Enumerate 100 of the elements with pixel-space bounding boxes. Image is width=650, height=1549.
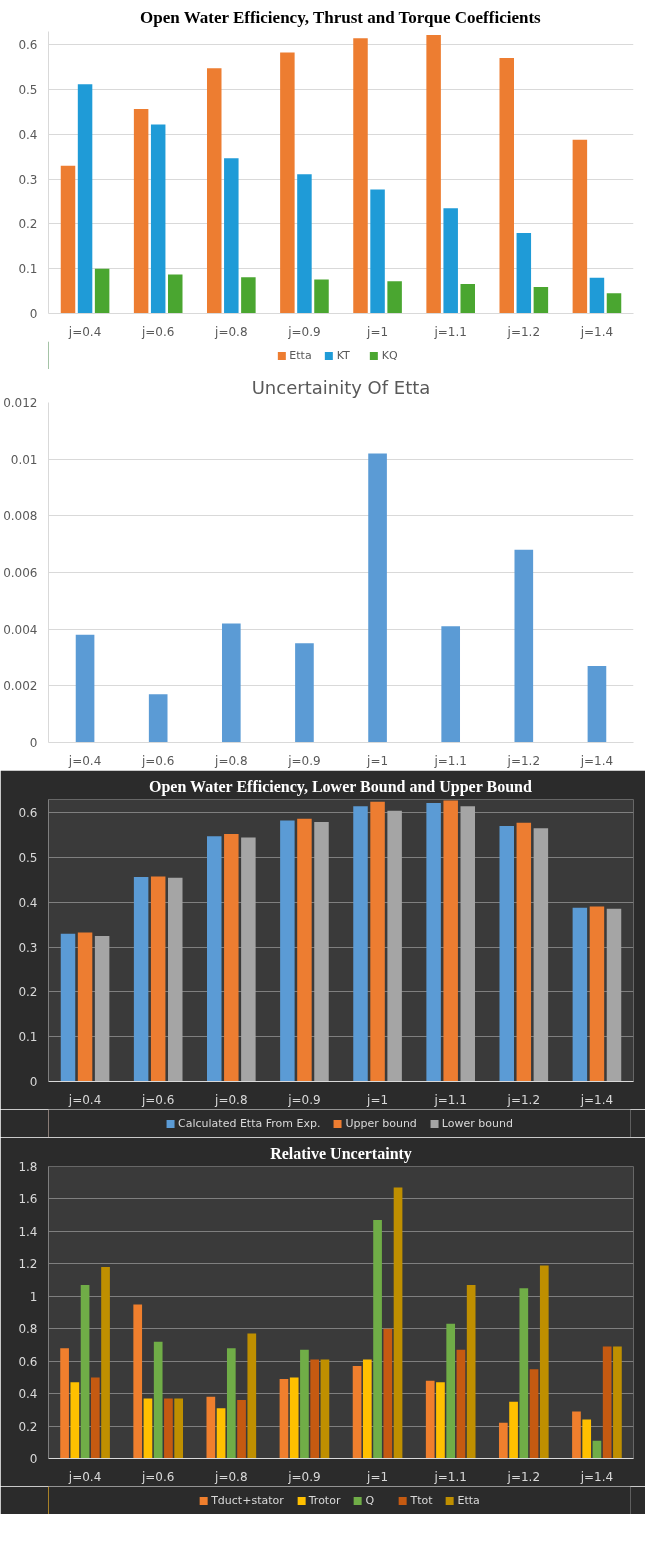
bar xyxy=(368,453,387,743)
bar xyxy=(206,1396,216,1459)
x-tick-label: j=0.6 xyxy=(140,324,175,339)
x-tick-label: j=1.2 xyxy=(506,1092,541,1107)
y-tick-label: 1.6 xyxy=(18,1192,38,1207)
bar xyxy=(516,822,532,1082)
x-tick-label: j=1 xyxy=(366,324,389,339)
x-tick-label: j=1.4 xyxy=(579,1092,614,1107)
bar xyxy=(499,825,514,1082)
x-tick-label: j=1.4 xyxy=(579,324,614,339)
bar xyxy=(133,1304,143,1459)
bar xyxy=(613,1346,622,1459)
bar xyxy=(174,1398,184,1459)
bar xyxy=(370,801,385,1082)
bar xyxy=(247,1333,257,1459)
bar xyxy=(280,820,295,1082)
y-tick-label: 0.6 xyxy=(18,1354,38,1369)
x-tick-label: j=0.9 xyxy=(287,753,321,768)
bar xyxy=(133,876,149,1082)
x-tick-label: j=1.1 xyxy=(433,1469,467,1484)
bar xyxy=(393,1187,403,1459)
y-tick-label: 0.4 xyxy=(18,127,38,142)
bar xyxy=(443,208,458,314)
bar xyxy=(164,1398,173,1459)
chart-title: Open Water Efficiency, Thrust and Torque Coefficients xyxy=(140,7,542,27)
bar xyxy=(539,1265,549,1459)
legend-label: KT xyxy=(336,348,351,362)
bar xyxy=(143,1398,153,1459)
bar xyxy=(133,108,149,314)
bar xyxy=(426,35,441,314)
bar xyxy=(441,626,461,743)
bar xyxy=(314,821,329,1082)
bar xyxy=(60,165,76,314)
bar xyxy=(297,818,312,1082)
bar xyxy=(320,1359,330,1459)
y-tick-label: 0.3 xyxy=(18,172,38,187)
bar xyxy=(425,1380,435,1459)
x-tick-label: j=1.1 xyxy=(433,753,467,768)
bar xyxy=(241,837,256,1082)
bar xyxy=(153,1341,163,1459)
y-tick-label: 0 xyxy=(29,736,38,750)
x-tick-label: j=1.1 xyxy=(433,324,467,339)
bar xyxy=(509,1401,518,1459)
bar xyxy=(514,549,534,743)
chart-title: Relative Uncertainty xyxy=(270,1144,412,1163)
bar xyxy=(310,1359,320,1459)
legend-label: Upper bound xyxy=(345,1116,417,1130)
bar xyxy=(207,836,222,1082)
bar xyxy=(150,124,166,314)
bar xyxy=(362,1359,372,1459)
bar xyxy=(300,1349,309,1459)
bar xyxy=(533,828,549,1082)
x-tick-label: j=0.4 xyxy=(67,1092,102,1107)
bar xyxy=(572,907,588,1082)
bar xyxy=(216,1408,226,1459)
x-tick-label: j=1.2 xyxy=(506,1469,541,1484)
x-tick-label: j=0.9 xyxy=(287,1092,321,1107)
bar xyxy=(353,806,368,1082)
bar xyxy=(148,694,168,743)
bar xyxy=(295,643,314,743)
chart-title: Uncertainity Of Etta xyxy=(251,376,431,398)
y-tick-label: 0.2 xyxy=(18,1419,38,1434)
y-tick-label: 0 xyxy=(29,307,38,321)
bar xyxy=(387,810,402,1082)
legend-label: Etta xyxy=(289,348,312,362)
bar xyxy=(602,1346,612,1459)
bar xyxy=(241,277,256,314)
bar xyxy=(499,57,514,314)
y-tick-label: 1.8 xyxy=(18,1160,38,1174)
chart-title: Open Water Efficiency, Lower Bound and Upper Bound xyxy=(148,777,532,796)
bar xyxy=(436,1382,445,1459)
bar xyxy=(60,1348,69,1459)
bar xyxy=(226,1348,236,1459)
bar xyxy=(516,232,532,314)
y-tick-label: 0.1 xyxy=(18,1030,38,1045)
bar xyxy=(289,1377,299,1459)
x-tick-label: j=0.9 xyxy=(287,1469,321,1484)
x-tick-label: j=0.4 xyxy=(67,753,102,768)
bar xyxy=(529,1369,539,1459)
bar xyxy=(352,1366,362,1459)
y-tick-label: 0.3 xyxy=(18,940,38,955)
x-tick-label: j=1.4 xyxy=(579,753,614,768)
bar xyxy=(168,877,183,1082)
bar xyxy=(280,52,295,314)
y-tick-label: 0.4 xyxy=(18,895,38,910)
y-tick-label: 0.01 xyxy=(10,452,38,467)
bar xyxy=(221,623,241,743)
bar xyxy=(572,1411,581,1459)
bar xyxy=(582,1419,592,1459)
y-tick-label: 0.4 xyxy=(18,1387,38,1402)
bar xyxy=(606,908,622,1082)
y-tick-label: 0.012 xyxy=(3,396,38,410)
bar xyxy=(387,281,402,314)
y-tick-label: 0.008 xyxy=(3,509,38,524)
bar xyxy=(533,287,549,314)
y-tick-label: 0.004 xyxy=(3,622,38,637)
bar xyxy=(456,1349,466,1459)
bar xyxy=(353,38,368,314)
y-tick-label: 0 xyxy=(29,1452,38,1466)
x-tick-label: j=0.6 xyxy=(140,753,175,768)
